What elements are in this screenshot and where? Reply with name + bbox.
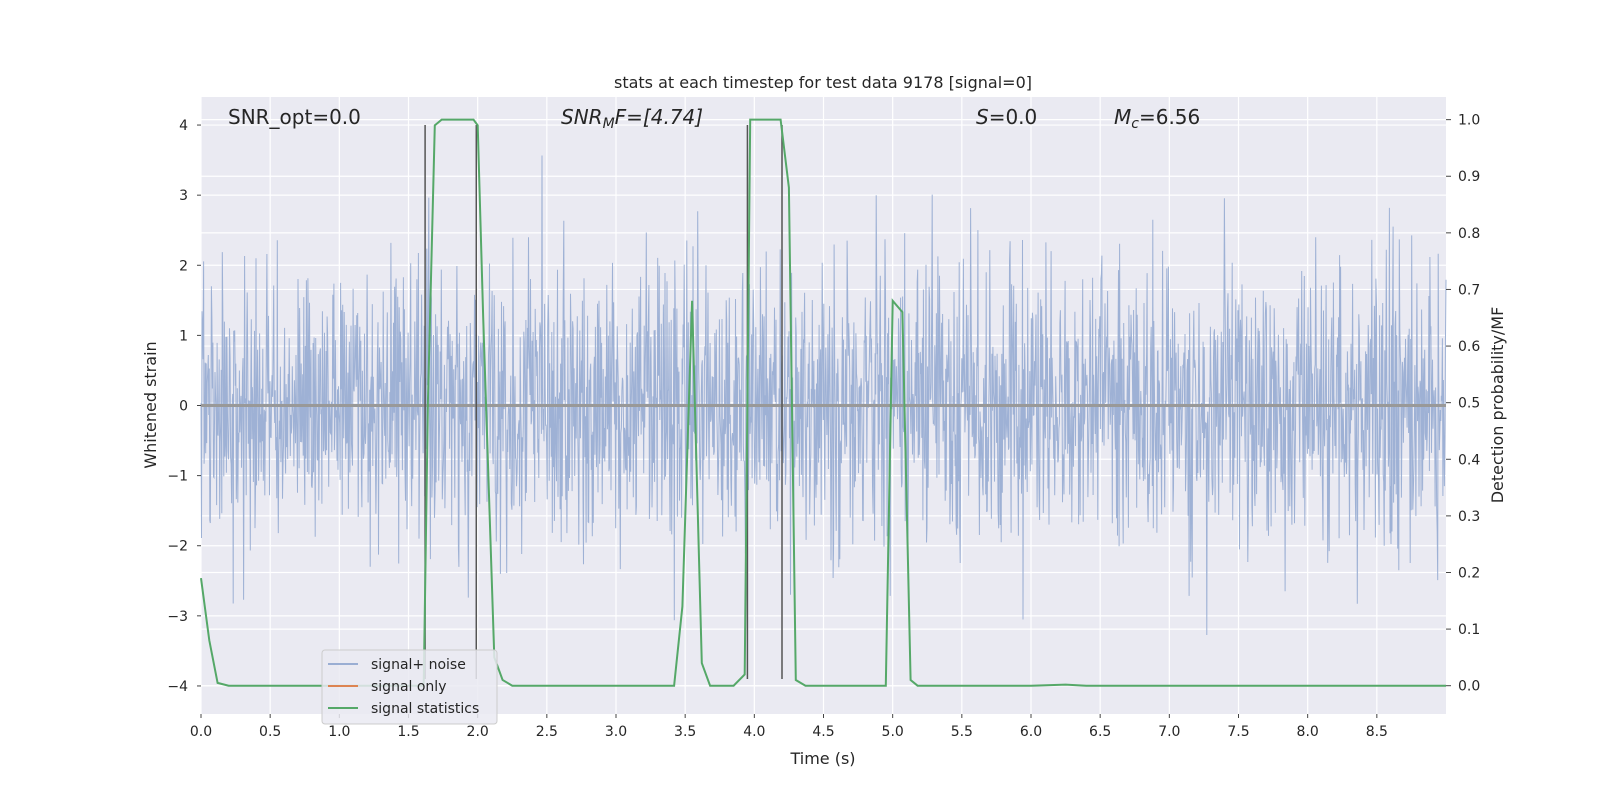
x-tick-label: 0.0 (190, 724, 212, 740)
y-right-tick-label: 0.4 (1458, 452, 1480, 468)
legend-label-statistics: signal statistics (371, 701, 479, 717)
x-tick-label: 8.5 (1366, 724, 1388, 740)
tick-labels: 0.0 0.5 1.0 1.5 2.0 2.5 3.0 3.5 4.0 4.5 5.0 5.5 6.0 6… (167, 113, 1480, 740)
x-tick-label: 4.0 (743, 724, 765, 740)
annotation-s-italic: S (976, 105, 989, 129)
x-tick-label: 3.0 (605, 724, 627, 740)
annotation-s: S=0.0 (976, 105, 1037, 129)
statistics-series (200, 118, 1446, 687)
y-right-tick-label: 0.7 (1458, 282, 1480, 298)
x-tick-label: 4.5 (812, 724, 834, 740)
annotation-snr-opt: SNR_opt=0.0 (228, 105, 361, 129)
annotation-snr-mf-sub: M (603, 116, 615, 132)
y-right-tick-label: 0.5 (1458, 396, 1480, 412)
y-right-tick-label: 0.9 (1458, 169, 1480, 185)
x-tick-label: 7.0 (1158, 724, 1180, 740)
legend-label-signal: signal only (371, 679, 446, 695)
y-right-tick-label: 0.6 (1458, 339, 1480, 355)
x-tick-label: 1.0 (328, 724, 350, 740)
annotation-mc-rest: =6.56 (1139, 105, 1200, 129)
legend-label-noise: signal+ noise (371, 657, 466, 673)
annotation-mc-italic: M (1114, 105, 1131, 129)
noise-series (200, 155, 1447, 636)
x-axis-label: Time (s) (789, 749, 855, 768)
x-tick-label: 5.0 (882, 724, 904, 740)
y-right-tick-label: 0.8 (1458, 226, 1480, 242)
chart-title: stats at each timestep for test data 917… (614, 73, 1032, 92)
y-right-tick-label: 0.2 (1458, 565, 1480, 581)
y-tick-label: −4 (167, 679, 188, 695)
x-tick-label: 8.0 (1297, 724, 1319, 740)
annotation-snr-mf-rest: F=[4.74] (615, 105, 703, 129)
y-tick-label: 0 (179, 399, 188, 415)
y-right-tick-label: 0.1 (1458, 622, 1480, 638)
annotation-s-rest: =0.0 (989, 105, 1038, 129)
annotation-mc-sub: c (1131, 116, 1139, 132)
y-right-tick-label: 1.0 (1458, 113, 1480, 129)
x-tick-label: 3.5 (674, 724, 696, 740)
y-tick-label: −2 (167, 539, 188, 555)
x-tick-label: 2.0 (467, 724, 489, 740)
x-tick-label: 6.5 (1089, 724, 1111, 740)
annotation-snr-mf-italic: SNR (561, 105, 603, 129)
y-tick-label: −3 (167, 609, 188, 625)
y-tick-label: 3 (179, 188, 188, 204)
y-tick-label: −1 (167, 469, 188, 485)
legend-box (321, 649, 498, 725)
annotation-mc: Mc=6.56 (1114, 105, 1200, 132)
series-signal-plus-noise (200, 155, 1447, 636)
y-axis-right-label: Detection probability/MF (1488, 307, 1507, 504)
y-right-tick-label: 0.0 (1458, 679, 1480, 695)
series-signal-statistics (200, 118, 1446, 687)
x-tick-label: 6.0 (1020, 724, 1042, 740)
x-tick-label: 2.5 (536, 724, 558, 740)
x-tick-label: 0.5 (259, 724, 281, 740)
legend: signal+ noise signal only signal statist… (321, 649, 498, 725)
x-tick-label: 1.5 (397, 724, 419, 740)
y-axis-label: Whitened strain (141, 341, 160, 468)
annotation-snr-mf: SNRMF=[4.74] (561, 105, 703, 132)
y-tick-label: 1 (179, 328, 188, 344)
x-tick-label: 5.5 (951, 724, 973, 740)
y-tick-label: 4 (179, 118, 188, 134)
y-tick-label: 2 (179, 258, 188, 274)
y-right-tick-label: 0.3 (1458, 509, 1480, 525)
x-tick-label: 7.5 (1227, 724, 1249, 740)
